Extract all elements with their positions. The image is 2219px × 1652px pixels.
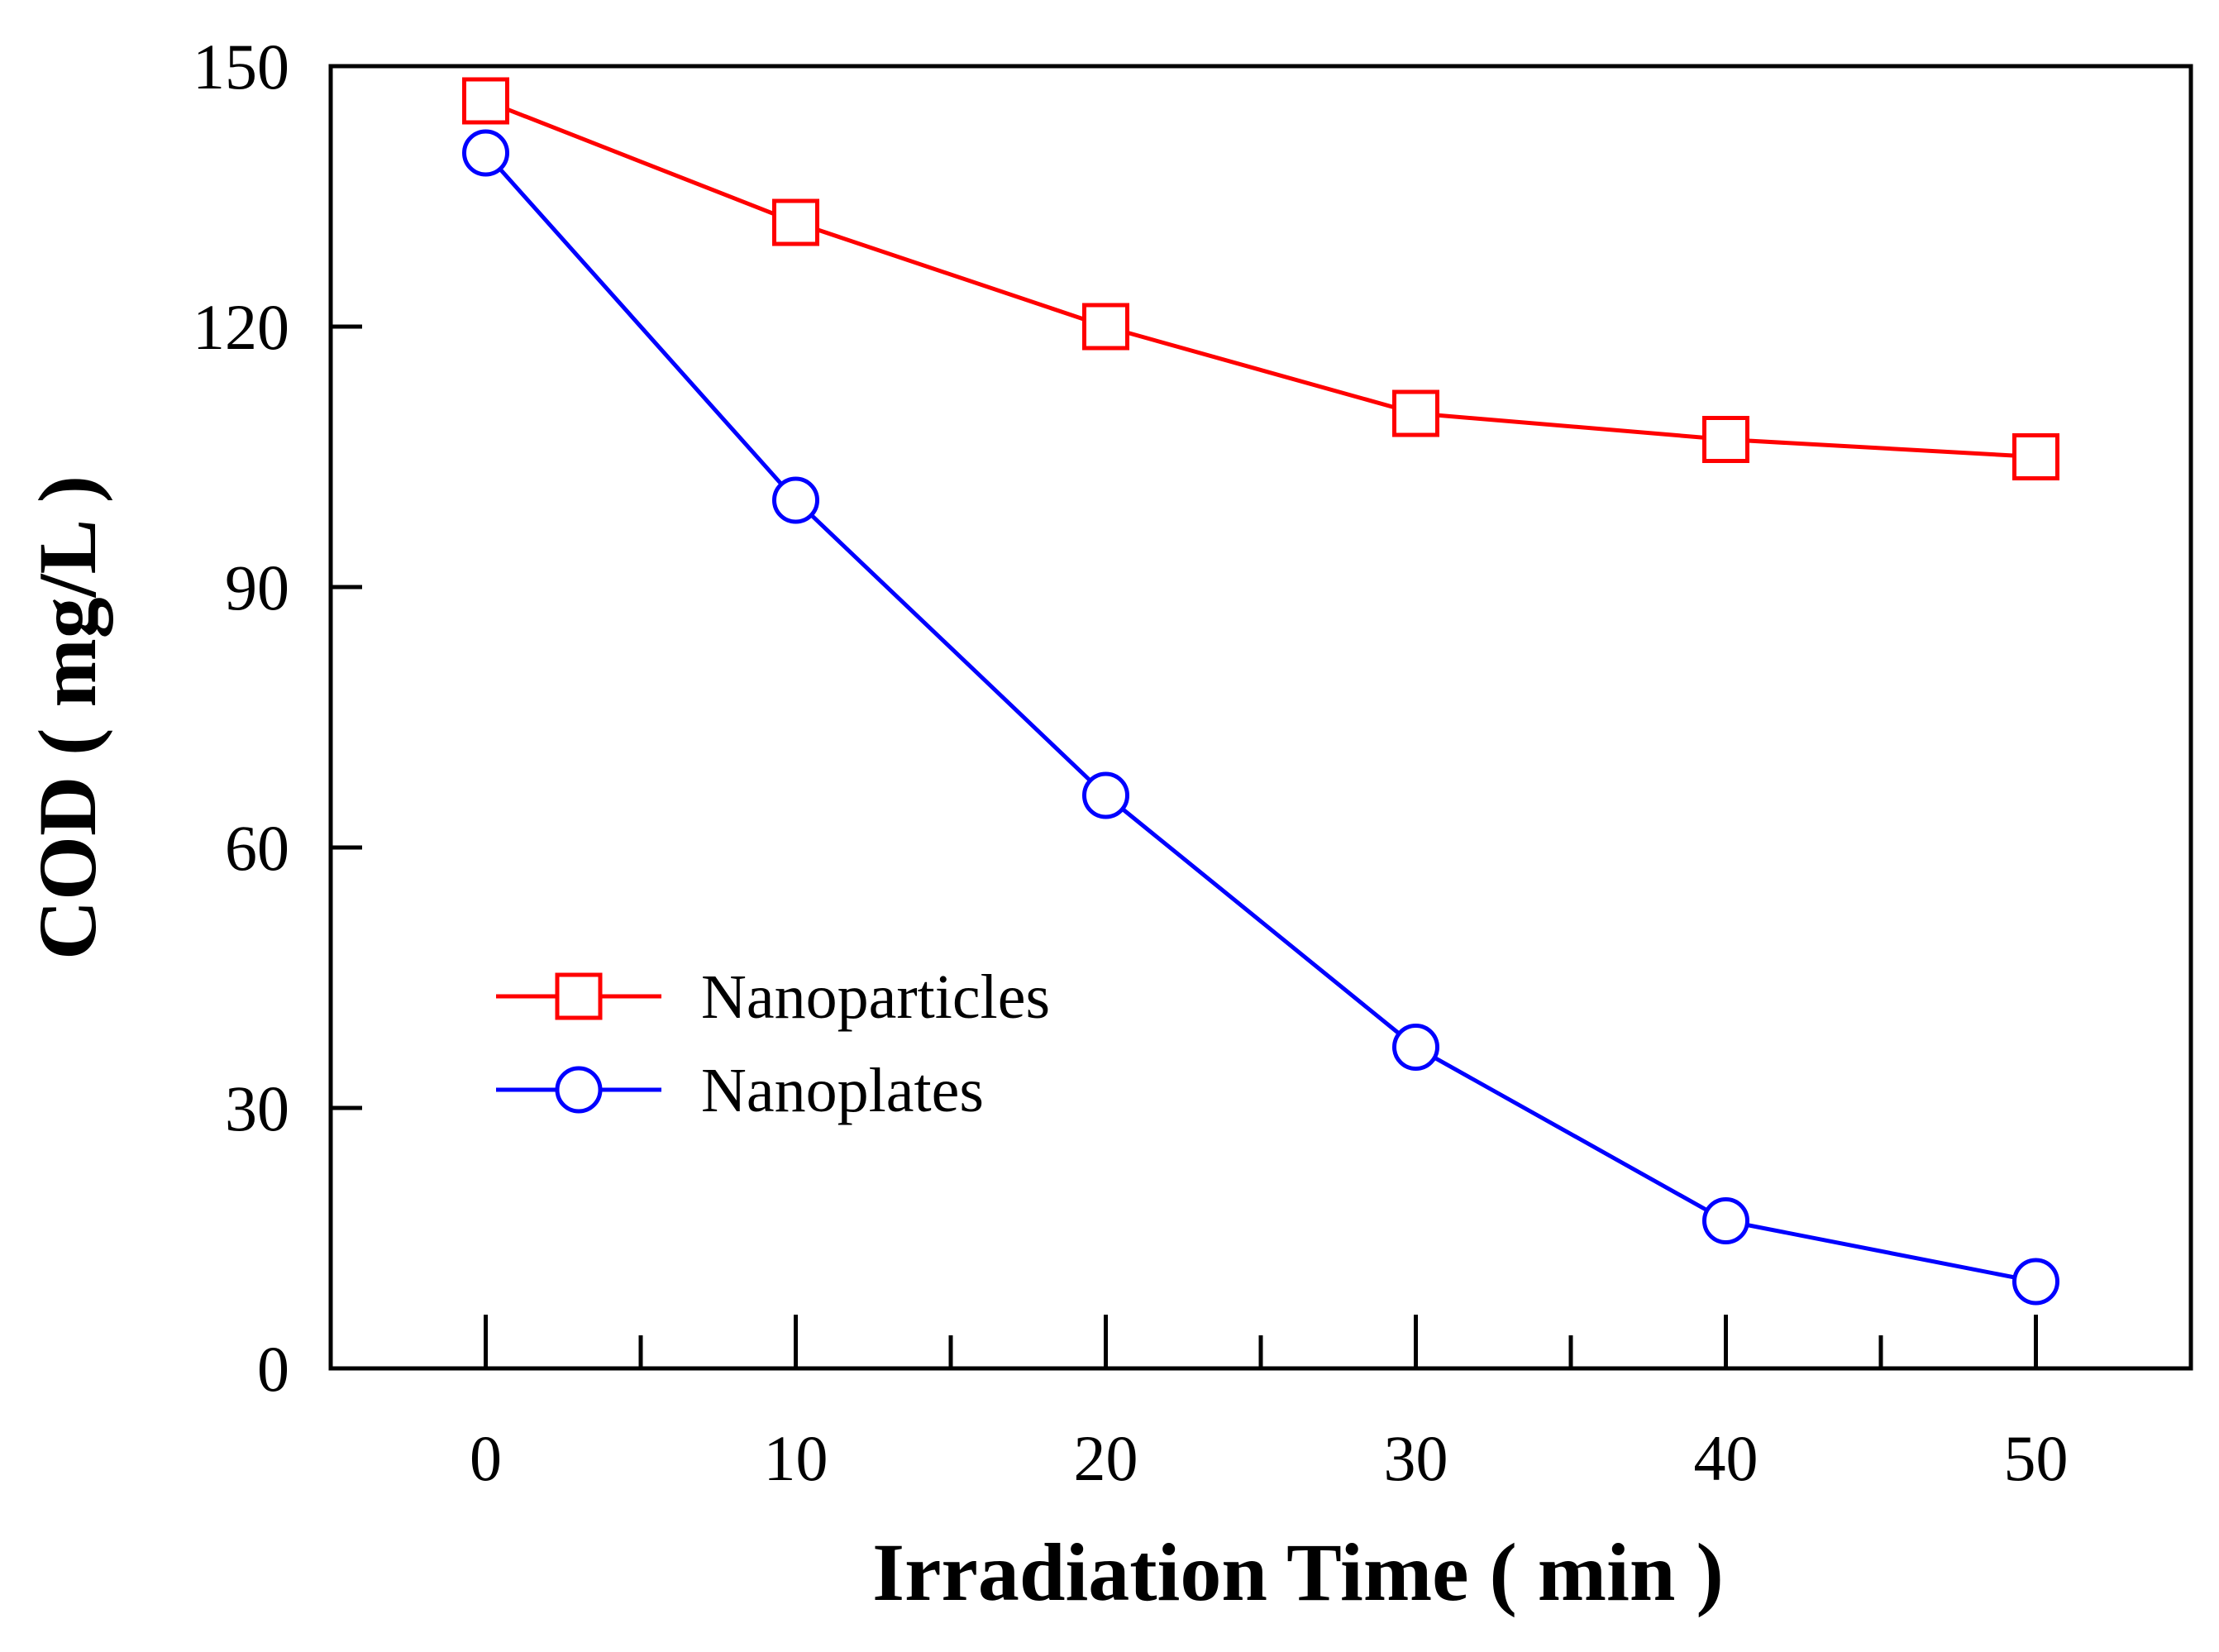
series-line-nanoplates bbox=[484, 151, 2036, 1284]
y-tick-label: 30 bbox=[225, 1072, 289, 1144]
data-point-circle bbox=[462, 129, 509, 177]
legend: Nanoparticles Nanoplates bbox=[496, 962, 1050, 1125]
legend-label: Nanoparticles bbox=[701, 962, 1050, 1032]
x-axis-title: Irradiation Time ( min ) bbox=[872, 1526, 1724, 1618]
series-layer bbox=[462, 77, 2059, 1306]
data-point-square bbox=[1392, 389, 1439, 437]
y-axis-ticks: 0 30 60 90 120 150 bbox=[193, 31, 362, 1405]
y-tick-label: 60 bbox=[225, 812, 289, 884]
legend-item-nanoparticles: Nanoparticles bbox=[496, 962, 1050, 1032]
x-tick-label: 0 bbox=[470, 1422, 502, 1494]
data-point-square bbox=[772, 198, 819, 246]
legend-circle-marker bbox=[555, 1066, 603, 1114]
y-tick-label: 120 bbox=[193, 291, 289, 363]
data-point-circle bbox=[772, 476, 819, 524]
data-point-square bbox=[1702, 416, 1749, 463]
data-point-circle bbox=[1082, 771, 1129, 819]
series-line-nanoparticles bbox=[484, 98, 2036, 459]
data-point-circle bbox=[1392, 1024, 1439, 1071]
x-tick-label: 10 bbox=[764, 1422, 828, 1494]
x-tick-label: 50 bbox=[2004, 1422, 2069, 1494]
legend-label: Nanoplates bbox=[701, 1056, 984, 1125]
y-tick-label: 150 bbox=[193, 31, 289, 103]
legend-square-marker bbox=[555, 972, 603, 1020]
x-tick-label: 40 bbox=[1694, 1422, 1758, 1494]
plot-frame bbox=[328, 64, 2193, 1371]
data-point-square bbox=[1082, 303, 1129, 351]
x-tick-label: 30 bbox=[1384, 1422, 1448, 1494]
series-nanoparticles bbox=[462, 77, 2059, 480]
data-point-circle bbox=[2012, 1258, 2059, 1306]
data-point-square bbox=[462, 77, 509, 125]
legend-item-nanoplates: Nanoplates bbox=[496, 1056, 984, 1125]
data-point-circle bbox=[1702, 1197, 1749, 1244]
x-tick-label: 20 bbox=[1074, 1422, 1138, 1494]
series-nanoplates bbox=[462, 129, 2059, 1306]
y-tick-label: 90 bbox=[225, 551, 289, 623]
y-tick-label: 0 bbox=[257, 1333, 289, 1405]
y-axis-title: COD ( mg/L ) bbox=[21, 475, 113, 960]
x-axis-ticks: 0 10 20 30 40 50 bbox=[470, 1315, 2069, 1494]
data-point-square bbox=[2012, 433, 2059, 480]
